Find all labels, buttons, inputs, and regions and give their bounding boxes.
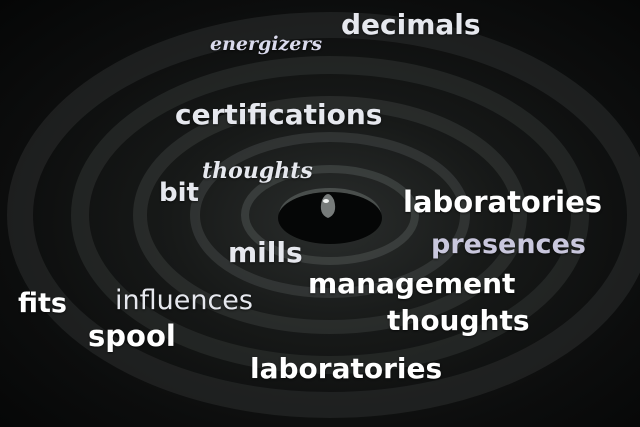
word-fits: fits (18, 288, 67, 319)
ripple-ring (7, 12, 640, 418)
ripple-ring (133, 96, 527, 334)
word-management: management (308, 267, 516, 300)
water-drop-highlight (323, 199, 329, 203)
word-energizers: energizers (210, 33, 323, 55)
ripple-ring (71, 56, 589, 374)
word-mills: mills (228, 236, 303, 269)
word-influences: influences (115, 285, 253, 316)
word-thoughts-script: thoughts (202, 158, 313, 184)
word-thoughts: thoughts (387, 304, 530, 337)
word-bit: bit (159, 178, 199, 208)
word-decimals: decimals (341, 8, 481, 41)
word-laboratories-right: laboratories (403, 185, 603, 219)
ripple-ring (190, 132, 470, 298)
word-laboratories-bottom: laboratories (250, 352, 443, 385)
ripple-ring (241, 165, 419, 265)
word-spool: spool (88, 319, 176, 353)
water-crater (278, 192, 382, 244)
word-presences: presences (431, 229, 586, 260)
word-certifications: certifications (175, 98, 383, 131)
